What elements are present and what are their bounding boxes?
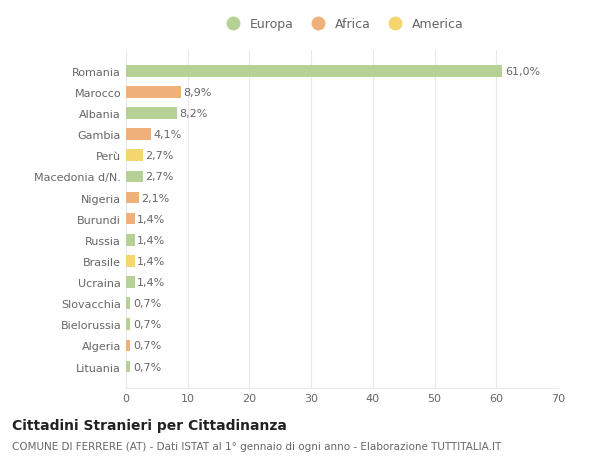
Bar	[126, 66, 502, 78]
Text: 2,1%: 2,1%	[142, 193, 170, 203]
Bar	[126, 129, 151, 140]
Text: 1,4%: 1,4%	[137, 277, 166, 287]
Text: 8,9%: 8,9%	[184, 88, 212, 98]
Bar	[126, 256, 134, 267]
Text: 0,7%: 0,7%	[133, 341, 161, 351]
Bar	[126, 361, 130, 373]
Bar	[126, 340, 130, 352]
Text: 8,2%: 8,2%	[179, 109, 208, 119]
Legend: Europa, Africa, America: Europa, Africa, America	[215, 13, 469, 36]
Bar	[126, 319, 130, 330]
Bar	[126, 108, 176, 120]
Text: 4,1%: 4,1%	[154, 130, 182, 140]
Text: COMUNE DI FERRERE (AT) - Dati ISTAT al 1° gennaio di ogni anno - Elaborazione TU: COMUNE DI FERRERE (AT) - Dati ISTAT al 1…	[12, 441, 501, 451]
Text: 2,7%: 2,7%	[145, 151, 173, 161]
Bar	[126, 192, 139, 204]
Text: 0,7%: 0,7%	[133, 362, 161, 372]
Bar	[126, 298, 130, 309]
Text: 1,4%: 1,4%	[137, 214, 166, 224]
Text: 0,7%: 0,7%	[133, 298, 161, 308]
Text: Cittadini Stranieri per Cittadinanza: Cittadini Stranieri per Cittadinanza	[12, 418, 287, 431]
Bar	[126, 150, 143, 162]
Text: 0,7%: 0,7%	[133, 319, 161, 330]
Text: 1,4%: 1,4%	[137, 256, 166, 266]
Text: 61,0%: 61,0%	[505, 67, 540, 77]
Text: 1,4%: 1,4%	[137, 235, 166, 245]
Bar	[126, 235, 134, 246]
Bar	[126, 277, 134, 288]
Text: 2,7%: 2,7%	[145, 172, 173, 182]
Bar	[126, 87, 181, 99]
Bar	[126, 213, 134, 225]
Bar	[126, 171, 143, 183]
